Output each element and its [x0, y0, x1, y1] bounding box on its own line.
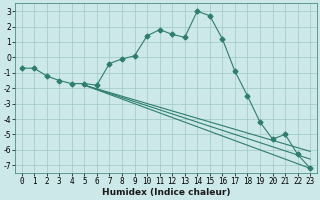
X-axis label: Humidex (Indice chaleur): Humidex (Indice chaleur) — [102, 188, 230, 197]
